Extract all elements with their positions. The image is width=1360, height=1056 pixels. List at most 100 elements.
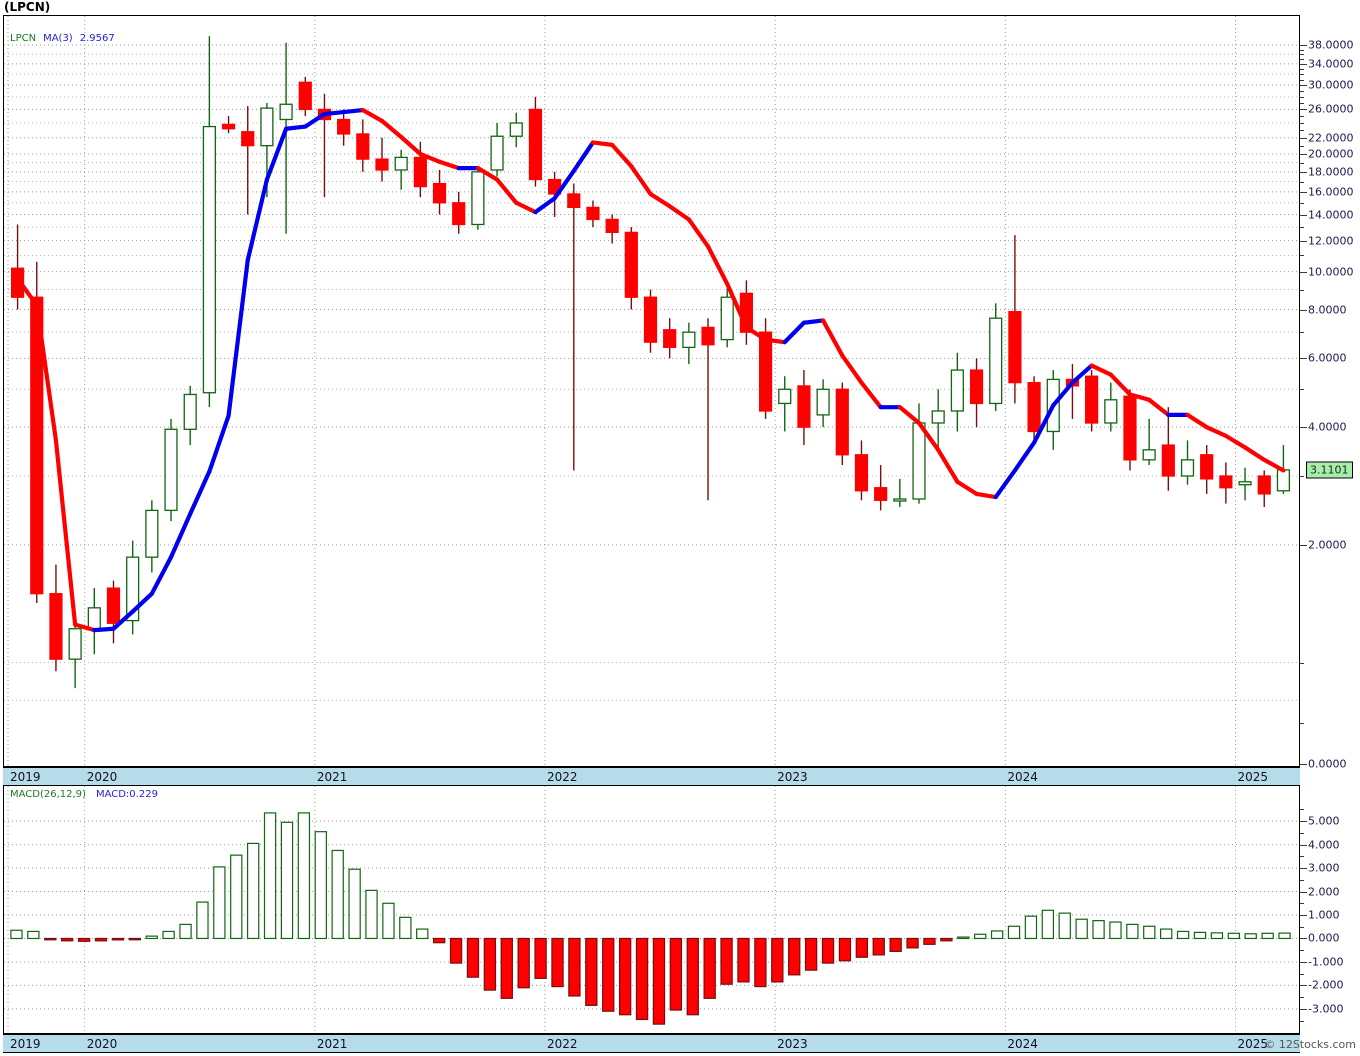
macd-axis-tick bbox=[1300, 938, 1307, 940]
price-axis-tick bbox=[1300, 44, 1307, 46]
price-axis-label: 22.0000 bbox=[1308, 131, 1354, 145]
macd-axis-label: 5.000 bbox=[1308, 814, 1340, 828]
current-price-tag: 3.1101 bbox=[1306, 461, 1353, 479]
price-year-label: 2023 bbox=[777, 770, 808, 784]
price-axis-minor-tick bbox=[1300, 116, 1304, 118]
price-chart-panel[interactable]: LPCN MA(3) 2.9567 bbox=[3, 15, 1300, 767]
price-axis-minor-tick bbox=[1300, 74, 1304, 76]
macd-axis-label: 2.000 bbox=[1308, 885, 1340, 899]
price-axis-label: 38.0000 bbox=[1308, 38, 1354, 52]
price-axis-minor-tick bbox=[1300, 90, 1304, 92]
macd-axis-minor-tick bbox=[1300, 950, 1304, 952]
price-axis-minor-tick bbox=[1300, 389, 1304, 391]
macd-axis-minor-tick bbox=[1300, 809, 1304, 811]
macd-axis-tick bbox=[1300, 868, 1307, 870]
price-axis-tick bbox=[1300, 191, 1307, 193]
price-axis-minor-tick bbox=[1300, 202, 1304, 204]
price-legend-value: 2.9567 bbox=[79, 33, 115, 44]
price-year-label: 2024 bbox=[1007, 770, 1038, 784]
price-axis-minor-tick bbox=[1300, 123, 1304, 124]
macd-legend-indicator: MACD(26,12,9) bbox=[10, 789, 86, 800]
macd-axis-tick bbox=[1300, 961, 1307, 963]
price-axis-tick bbox=[1300, 85, 1307, 87]
price-axis-tick bbox=[1300, 137, 1307, 139]
macd-year-label: 2021 bbox=[316, 1037, 348, 1051]
price-axis-minor-tick bbox=[1300, 96, 1304, 98]
macd-axis-label: 0.000 bbox=[1308, 931, 1340, 945]
price-axis-minor-tick bbox=[1300, 255, 1304, 257]
macd-chart-canvas bbox=[4, 786, 1299, 1032]
macd-legend-value: MACD:0.229 bbox=[95, 789, 158, 800]
price-legend: LPCN MA(3) 2.9567 bbox=[10, 33, 115, 44]
macd-axis-minor-tick bbox=[1300, 973, 1304, 975]
price-legend-symbol: LPCN bbox=[10, 33, 37, 44]
price-axis-minor-tick bbox=[1300, 227, 1304, 229]
macd-axis-label: -3.000 bbox=[1308, 1002, 1344, 1016]
price-axis-label: 6.0000 bbox=[1308, 351, 1347, 365]
price-axis-tick bbox=[1300, 309, 1307, 311]
price-y-axis: 38.0000 34.0000 30.0000 26.0000 22.0000 20.00… bbox=[1300, 15, 1360, 771]
price-axis-minor-tick bbox=[1300, 662, 1304, 664]
macd-axis-minor-tick bbox=[1300, 832, 1304, 834]
macd-axis-minor-tick bbox=[1300, 1020, 1304, 1022]
price-axis-tick bbox=[1300, 271, 1307, 273]
macd-axis-tick bbox=[1300, 821, 1307, 823]
price-axis-minor-tick bbox=[1300, 103, 1304, 104]
price-axis-label: 2.0000 bbox=[1308, 538, 1347, 552]
price-year-label: 2020 bbox=[86, 770, 118, 784]
price-axis-minor-tick bbox=[1300, 68, 1304, 70]
macd-year-label: 2022 bbox=[547, 1037, 578, 1051]
price-axis-minor-tick bbox=[1300, 723, 1304, 725]
price-axis-minor-tick bbox=[1300, 58, 1304, 60]
price-year-label: 2019 bbox=[10, 770, 41, 784]
price-axis-minor-tick bbox=[1300, 79, 1304, 81]
watermark: © 12Stocks.com bbox=[1264, 1038, 1356, 1051]
price-axis-label: 26.0000 bbox=[1308, 102, 1354, 116]
macd-axis-label: 1.000 bbox=[1308, 908, 1340, 922]
price-axis-tick bbox=[1300, 427, 1307, 429]
price-axis-label: 4.0000 bbox=[1308, 420, 1347, 434]
macd-y-axis: 5.000 4.000 3.000 2.000 1.000 0.000 -1.000 -2.0… bbox=[1300, 786, 1360, 1034]
macd-chart-panel[interactable]: MACD(26,12,9) MACD:0.229 bbox=[3, 786, 1300, 1034]
price-axis-minor-tick bbox=[1300, 130, 1304, 132]
macd-axis-label: 3.000 bbox=[1308, 861, 1340, 875]
price-axis-label: 12.0000 bbox=[1308, 234, 1354, 248]
macd-axis-minor-tick bbox=[1300, 856, 1304, 858]
macd-x-axis-year-band: 2019 2020 2021 2022 2023 2024 2025 bbox=[3, 1034, 1300, 1053]
macd-year-label: 2019 bbox=[10, 1037, 41, 1051]
price-axis-minor-tick bbox=[1300, 332, 1304, 334]
price-axis-tick bbox=[1300, 171, 1307, 173]
macd-axis-tick bbox=[1300, 985, 1307, 987]
page-title: (LPCN) bbox=[4, 0, 51, 14]
macd-year-label: 2020 bbox=[86, 1037, 118, 1051]
price-axis-label: 10.0000 bbox=[1308, 265, 1354, 279]
macd-axis-tick bbox=[1300, 915, 1307, 916]
price-year-label: 2021 bbox=[316, 770, 348, 784]
price-axis-minor-tick bbox=[1300, 476, 1304, 477]
price-axis-tick bbox=[1300, 214, 1307, 216]
macd-axis-label: -1.000 bbox=[1308, 955, 1344, 969]
price-year-label: 2025 bbox=[1237, 770, 1268, 784]
price-axis-label: 34.0000 bbox=[1308, 57, 1354, 71]
title-bar: (LPCN) bbox=[0, 0, 1360, 14]
price-axis-tick bbox=[1300, 109, 1307, 111]
price-axis-minor-tick bbox=[1300, 49, 1304, 51]
macd-legend: MACD(26,12,9) MACD:0.229 bbox=[10, 789, 158, 800]
price-year-label: 2022 bbox=[547, 770, 578, 784]
macd-axis-minor-tick bbox=[1300, 903, 1304, 905]
price-axis-label: 20.0000 bbox=[1308, 147, 1354, 161]
price-axis-tick bbox=[1300, 764, 1307, 765]
macd-year-label: 2024 bbox=[1007, 1037, 1038, 1051]
price-axis-label: 0.0000 bbox=[1308, 757, 1347, 771]
macd-axis-minor-tick bbox=[1300, 997, 1304, 999]
price-axis-tick bbox=[1300, 153, 1307, 155]
price-axis-label: 14.0000 bbox=[1308, 208, 1354, 221]
price-axis-tick bbox=[1300, 240, 1307, 242]
price-axis-label: 18.0000 bbox=[1308, 165, 1354, 179]
price-legend-indicator: MA(3) bbox=[43, 33, 73, 44]
price-axis-tick bbox=[1300, 358, 1307, 360]
macd-axis-minor-tick bbox=[1300, 879, 1304, 881]
price-axis-minor-tick bbox=[1300, 289, 1304, 291]
macd-axis-minor-tick bbox=[1300, 926, 1304, 928]
